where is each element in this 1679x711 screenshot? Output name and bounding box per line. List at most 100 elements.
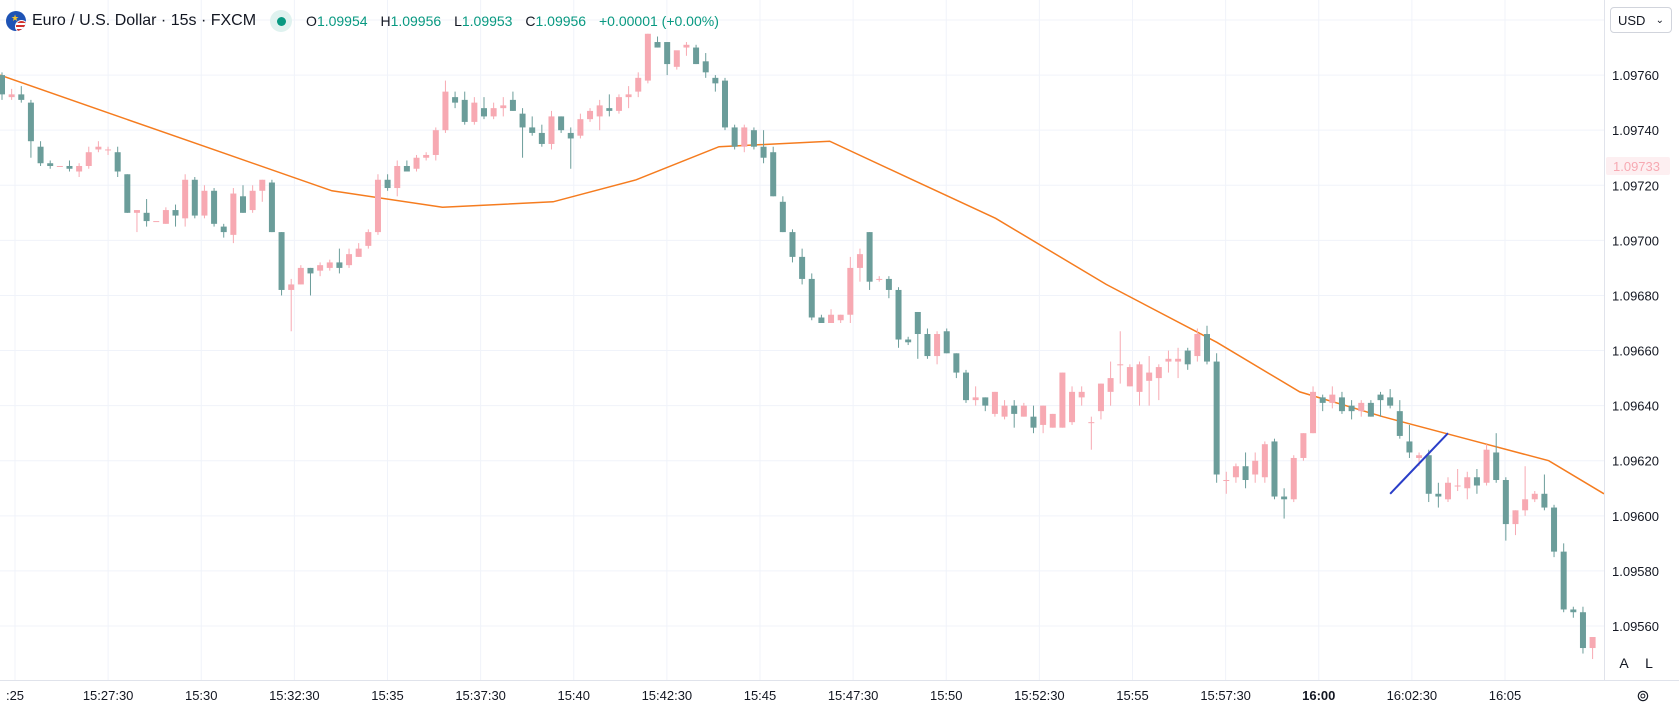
candle[interactable] — [818, 314, 825, 323]
candle[interactable] — [519, 108, 526, 158]
candle[interactable] — [548, 110, 555, 150]
currency-select[interactable]: USD ⌄ — [1610, 7, 1672, 33]
candle[interactable] — [76, 163, 83, 178]
candle[interactable] — [799, 248, 806, 285]
candle[interactable] — [452, 91, 459, 109]
candle[interactable] — [1551, 504, 1558, 558]
candle[interactable] — [837, 314, 844, 323]
candle[interactable] — [635, 72, 642, 98]
candle[interactable] — [644, 33, 651, 84]
candle[interactable] — [963, 369, 969, 403]
candle[interactable] — [297, 265, 304, 285]
candle[interactable] — [8, 88, 15, 100]
trend-line-drawing-layer[interactable] — [1389, 432, 1449, 495]
candle[interactable] — [693, 44, 700, 65]
log-scale-button[interactable]: L — [1638, 652, 1660, 674]
candle[interactable] — [731, 124, 738, 150]
candle[interactable] — [278, 232, 285, 296]
candle[interactable] — [37, 141, 44, 166]
candle[interactable] — [856, 248, 863, 282]
candle[interactable] — [1531, 491, 1538, 503]
candle[interactable] — [847, 256, 854, 323]
candle[interactable] — [770, 146, 777, 197]
candle[interactable] — [876, 276, 883, 282]
candle[interactable] — [124, 174, 131, 213]
candle[interactable] — [432, 127, 439, 161]
candle[interactable] — [1387, 389, 1394, 409]
candle[interactable] — [153, 221, 160, 223]
candle[interactable] — [1223, 471, 1230, 494]
candle[interactable] — [750, 127, 757, 150]
candle[interactable] — [1502, 477, 1509, 541]
candle[interactable] — [1040, 405, 1047, 434]
candle[interactable] — [712, 75, 719, 92]
candle[interactable] — [914, 311, 921, 359]
candle[interactable] — [866, 232, 873, 290]
candle[interactable] — [934, 331, 941, 365]
candle[interactable] — [1204, 325, 1210, 365]
candle[interactable] — [1049, 413, 1056, 428]
time-axis[interactable]: :25 15:27:30 15:30 15:32:30 15:35 15:37:30 15:… — [6, 688, 1521, 703]
candle[interactable] — [500, 97, 507, 117]
candle[interactable] — [885, 276, 892, 299]
candle[interactable] — [1184, 347, 1191, 370]
candle[interactable] — [1271, 438, 1278, 500]
candle[interactable] — [895, 287, 902, 348]
candle[interactable] — [1560, 543, 1567, 613]
candle[interactable] — [172, 204, 179, 227]
candle[interactable] — [1242, 452, 1249, 489]
auto-scale-button[interactable]: A — [1613, 652, 1635, 674]
candle[interactable] — [991, 391, 998, 417]
candle[interactable] — [56, 165, 63, 167]
candle[interactable] — [1078, 386, 1085, 406]
candle[interactable] — [905, 336, 912, 346]
candle[interactable] — [384, 174, 391, 191]
candle[interactable] — [1097, 383, 1104, 420]
candle[interactable] — [1493, 433, 1500, 483]
candle[interactable] — [1107, 361, 1114, 406]
candle[interactable] — [1541, 474, 1548, 511]
candle[interactable] — [1213, 353, 1220, 483]
candle[interactable] — [982, 397, 989, 412]
candle[interactable] — [953, 353, 960, 379]
candle[interactable] — [18, 86, 25, 103]
candle[interactable] — [1281, 488, 1288, 519]
candle[interactable] — [1464, 471, 1471, 500]
candle[interactable] — [1310, 386, 1317, 434]
candle[interactable] — [191, 177, 198, 219]
candle[interactable] — [1011, 400, 1018, 428]
candle[interactable] — [1194, 328, 1201, 362]
candle[interactable] — [1589, 637, 1596, 660]
candle[interactable] — [143, 199, 150, 227]
candle[interactable] — [529, 116, 536, 136]
candle[interactable] — [317, 262, 324, 277]
candle[interactable] — [1155, 364, 1162, 401]
candle[interactable] — [1338, 391, 1345, 414]
candle[interactable] — [664, 42, 671, 76]
candle[interactable] — [1348, 400, 1355, 420]
candle[interactable] — [1030, 405, 1037, 434]
candle[interactable] — [336, 248, 343, 274]
candle[interactable] — [538, 124, 545, 147]
candle[interactable] — [355, 243, 362, 257]
candle[interactable] — [587, 108, 594, 122]
candle[interactable] — [182, 174, 189, 227]
candle[interactable] — [1300, 433, 1307, 461]
candle[interactable] — [66, 160, 73, 172]
candle[interactable] — [201, 185, 208, 219]
candle[interactable] — [0, 72, 5, 100]
candle[interactable] — [1319, 394, 1326, 412]
candle[interactable] — [673, 50, 680, 70]
candle[interactable] — [567, 127, 574, 169]
candle[interactable] — [268, 179, 275, 233]
candle[interactable] — [1406, 424, 1413, 458]
candle[interactable] — [1329, 386, 1336, 409]
candle[interactable] — [47, 160, 54, 169]
candle[interactable] — [1136, 361, 1143, 406]
candle[interactable] — [1069, 386, 1076, 425]
candle[interactable] — [1059, 372, 1066, 428]
candle[interactable] — [1522, 466, 1529, 516]
candle[interactable] — [683, 42, 690, 56]
candle[interactable] — [615, 94, 622, 114]
